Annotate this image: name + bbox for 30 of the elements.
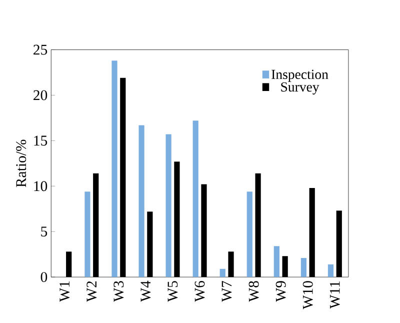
x-tick-label: W11 — [330, 281, 340, 309]
x-tick-label: W10 — [302, 280, 313, 310]
bar — [274, 246, 280, 277]
x-tick-label: W6 — [194, 280, 205, 302]
bar — [220, 268, 226, 277]
x-tick-label: W7 — [222, 280, 232, 302]
x-tick-label: W5 — [168, 280, 178, 302]
y-axis-title: Ratio/% — [16, 140, 26, 188]
y-tick-label: 10 — [34, 181, 48, 191]
x-tick-label: W4 — [140, 280, 151, 302]
bar — [300, 258, 306, 277]
x-tick-label: W8 — [248, 280, 259, 302]
x-tick-label: W3 — [114, 280, 124, 302]
bar — [328, 264, 334, 277]
legend-label: Survey — [281, 82, 320, 94]
x-tick-label: W9 — [276, 281, 286, 302]
bar — [192, 120, 198, 277]
bar — [84, 191, 90, 277]
y-tick-label: 15 — [34, 136, 48, 146]
y-tick-label: 5 — [41, 226, 48, 236]
legend-label: Inspection — [272, 70, 328, 82]
bar — [138, 125, 144, 277]
y-tick-label: 20 — [34, 90, 48, 100]
x-tick-label: W1 — [60, 281, 70, 302]
bar — [166, 134, 172, 277]
bar — [246, 191, 252, 277]
y-tick-label: 25 — [34, 44, 48, 55]
bar — [112, 60, 118, 277]
y-tick-label: 0 — [40, 272, 48, 282]
x-tick-label: W2 — [86, 281, 97, 302]
